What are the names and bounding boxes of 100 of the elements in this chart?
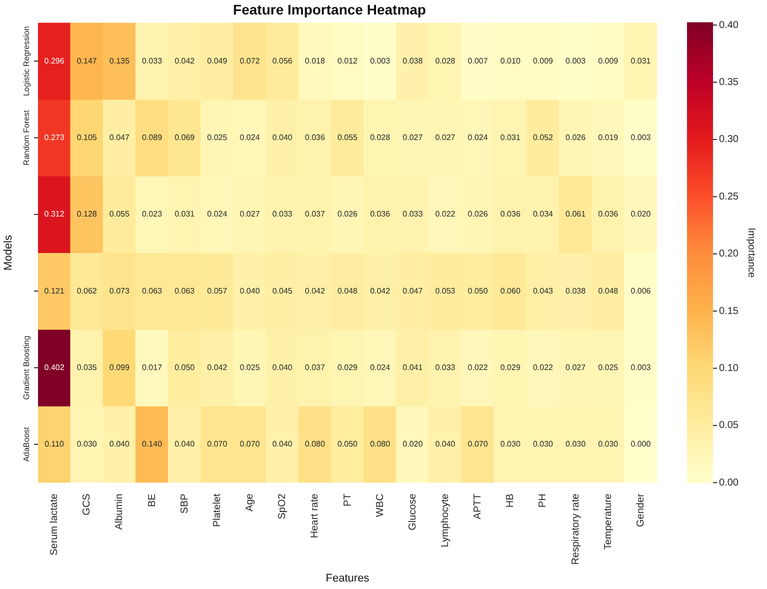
data-label: 0.024 [207,210,228,219]
data-label: 0.024 [468,132,488,142]
data-label: 0.018 [304,56,326,66]
data-label: 0.019 [598,132,619,142]
data-label: 0.045 [272,286,293,296]
data-label: 0.010 [500,56,521,66]
x-tick-label: Gender [635,492,646,528]
data-label: 0.089 [142,132,163,142]
data-label: 0.121 [44,286,65,296]
data-label: 0.034 [532,210,554,219]
data-label: 0.055 [337,132,358,142]
y-tick-label: AdaBoost [22,426,32,462]
data-label: 0.060 [500,286,521,296]
x-tick-label: Respiratory rate [570,493,582,565]
data-label: 0.030 [566,440,586,449]
data-label: 0.063 [174,286,196,296]
color-bar-label: 0.10 [719,363,739,374]
data-label: 0.003 [566,56,586,66]
data-label: 0.026 [566,132,586,142]
data-label: 0.043 [532,286,554,296]
data-label: 0.135 [109,56,130,66]
color-bar-label: 0.35 [719,77,739,88]
y-tick-label: Gradient Boosting [22,336,32,400]
data-label: 0.036 [598,210,619,219]
data-label: 0.073 [109,286,130,296]
data-label: 0.035 [76,362,98,372]
y-axis-title: Models [2,234,15,270]
x-tick-label: SpO2 [277,493,288,520]
data-label: 0.036 [500,210,521,219]
color-bar-label: 0.05 [719,420,739,432]
data-label: 0.042 [207,362,228,372]
color-bar-label: 0.15 [719,306,739,317]
color-bar-label: 0.40 [719,20,739,31]
data-label: 0.006 [630,286,652,296]
data-label: 0.040 [272,132,293,142]
data-label: 0.020 [402,440,424,449]
x-tick-label: Glucose [407,493,418,530]
data-label: 0.037 [304,362,326,372]
data-label: 0.055 [109,210,130,219]
x-tick-label: BE [146,493,158,508]
data-label: 0.033 [435,362,456,372]
data-label: 0.003 [630,362,652,372]
data-label: 0.080 [370,440,391,449]
data-label: 0.027 [566,362,586,372]
data-label: 0.030 [598,440,619,449]
data-label: 0.273 [44,132,65,142]
data-label: 0.057 [207,286,228,296]
color-bar-label: 0.30 [719,134,739,146]
data-label: 0.063 [142,286,163,296]
data-label: 0.140 [142,440,163,449]
data-label: 0.040 [272,362,293,372]
data-label: 0.025 [207,132,228,142]
data-label: 0.033 [142,56,163,66]
data-label: 0.020 [630,210,652,219]
x-tick-label: WBC [374,494,386,518]
data-label: 0.003 [630,132,652,142]
data-label: 0.033 [272,210,293,219]
data-label: 0.105 [76,132,98,142]
data-label: 0.029 [500,362,521,372]
data-label: 0.110 [44,440,65,449]
data-label: 0.402 [44,362,65,372]
data-label: 0.027 [402,132,424,142]
data-label: 0.037 [304,210,326,219]
color-bar-title: Importance [745,228,756,278]
data-label: 0.072 [240,56,260,66]
data-label: 0.040 [435,440,456,449]
data-label: 0.040 [109,440,130,449]
x-tick-label: Platelet [212,493,223,528]
data-label: 0.031 [630,56,652,66]
data-label: 0.080 [304,440,326,449]
data-label: 0.022 [532,362,554,372]
data-label: 0.099 [109,362,130,372]
x-tick-label: HB [505,493,516,508]
data-label: 0.050 [337,440,358,449]
data-label: 0.028 [370,132,391,142]
x-tick-label: PT [342,494,354,506]
data-label: 0.312 [44,210,65,219]
data-label: 0.049 [207,56,228,66]
data-label: 0.061 [566,210,586,219]
data-label: 0.007 [468,56,488,66]
data-label: 0.026 [468,210,488,219]
x-tick-label: Age [244,493,256,512]
data-label: 0.027 [240,210,260,219]
data-label: 0.296 [44,56,65,66]
data-label: 0.036 [304,132,326,142]
data-label: 0.022 [435,210,456,219]
data-label: 0.022 [468,362,488,372]
data-label: 0.026 [337,210,358,219]
data-label: 0.070 [207,440,228,449]
x-tick-label: SBP [179,493,190,514]
data-label: 0.042 [370,286,391,296]
data-label: 0.000 [630,440,652,449]
x-tick-label: Temperature [602,493,614,550]
data-label: 0.069 [174,132,196,142]
x-tick-label: PH [538,494,549,508]
data-label: 0.030 [76,440,98,449]
data-label: 0.028 [435,56,456,66]
data-label: 0.031 [500,132,521,142]
data-label: 0.025 [240,362,260,372]
data-label: 0.128 [76,210,98,219]
